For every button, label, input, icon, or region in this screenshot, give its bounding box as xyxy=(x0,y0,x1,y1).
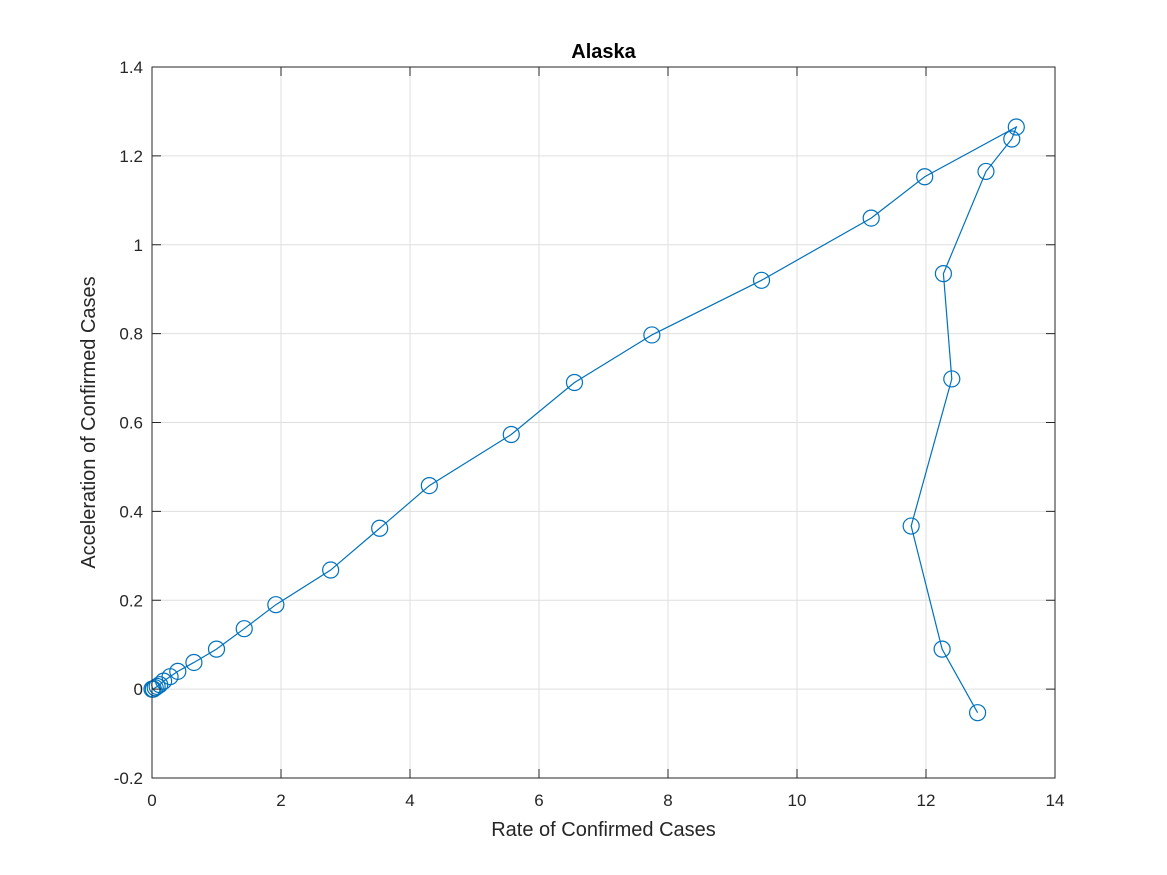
data-point xyxy=(977,162,995,181)
data-point xyxy=(565,373,584,392)
chart-title: Alaska xyxy=(571,41,636,63)
x-tick-label: 4 xyxy=(405,791,414,810)
data-point xyxy=(643,326,661,344)
data-point xyxy=(267,596,285,614)
x-tick-label: 8 xyxy=(663,791,672,810)
data-point xyxy=(502,425,520,444)
data-point xyxy=(235,620,253,638)
series-line xyxy=(152,125,1018,713)
data-point xyxy=(155,672,173,690)
x-tick-label: 0 xyxy=(147,791,156,810)
x-axis-title: Rate of Confirmed Cases xyxy=(491,819,716,841)
y-axis-title: Acceleration of Confirmed Cases xyxy=(78,276,100,568)
data-point xyxy=(420,477,438,495)
data-point xyxy=(148,677,166,696)
data-point xyxy=(322,561,340,579)
data-point xyxy=(1003,130,1021,148)
data-point xyxy=(169,662,187,680)
data-point xyxy=(862,209,880,227)
y-tick-label: 1.4 xyxy=(119,58,143,77)
x-tick-label: 6 xyxy=(534,791,543,810)
data-point xyxy=(933,640,951,658)
data-point xyxy=(902,517,920,535)
y-tick-label: 0.4 xyxy=(119,502,143,521)
x-tick-label: 2 xyxy=(276,791,285,810)
data-point xyxy=(185,653,203,672)
y-tick-label: 0.8 xyxy=(119,325,143,344)
y-tick-label: 1 xyxy=(134,236,143,255)
data-point xyxy=(916,168,934,186)
data-point xyxy=(934,265,953,283)
data-point xyxy=(1007,118,1025,136)
ticks: 0 2 4 6 8 10 12 14-0.200.20.40.60.811.21.4 xyxy=(114,58,1065,810)
x-tick-label: 14 xyxy=(1046,791,1065,810)
x-tick-label: 12 xyxy=(917,791,936,810)
y-tick-label: 0.6 xyxy=(119,414,143,433)
data-point xyxy=(752,271,771,289)
data-point xyxy=(968,704,987,722)
y-tick-label: -0.2 xyxy=(114,769,143,788)
data-point xyxy=(207,640,226,658)
y-tick-label: 1.2 xyxy=(119,147,143,166)
y-tick-label: 0.2 xyxy=(119,591,143,610)
data-point xyxy=(371,519,389,537)
x-tick-label: 10 xyxy=(788,791,807,810)
y-tick-label: 0 xyxy=(134,680,143,699)
data-point xyxy=(943,370,961,388)
